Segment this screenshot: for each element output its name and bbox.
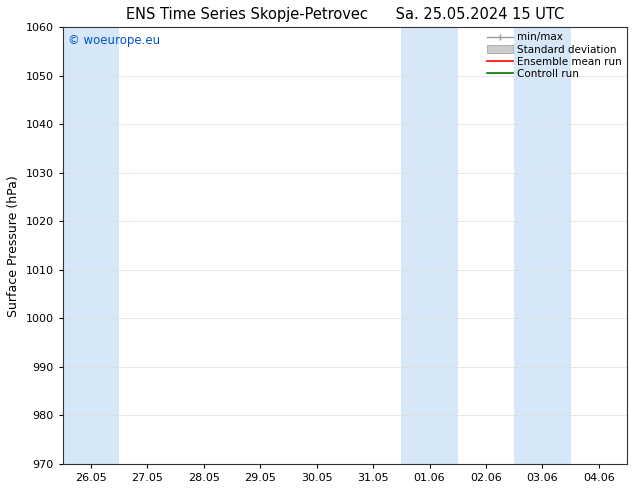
Y-axis label: Surface Pressure (hPa): Surface Pressure (hPa) [7, 175, 20, 317]
Title: ENS Time Series Skopje-Petrovec      Sa. 25.05.2024 15 UTC: ENS Time Series Skopje-Petrovec Sa. 25.0… [126, 7, 564, 22]
Text: © woeurope.eu: © woeurope.eu [68, 34, 160, 47]
Bar [63, 27, 119, 464]
Bar [514, 27, 571, 464]
Bar [401, 27, 458, 464]
Legend: min/max, Standard deviation, Ensemble mean run, Controll run: min/max, Standard deviation, Ensemble me… [485, 30, 624, 81]
